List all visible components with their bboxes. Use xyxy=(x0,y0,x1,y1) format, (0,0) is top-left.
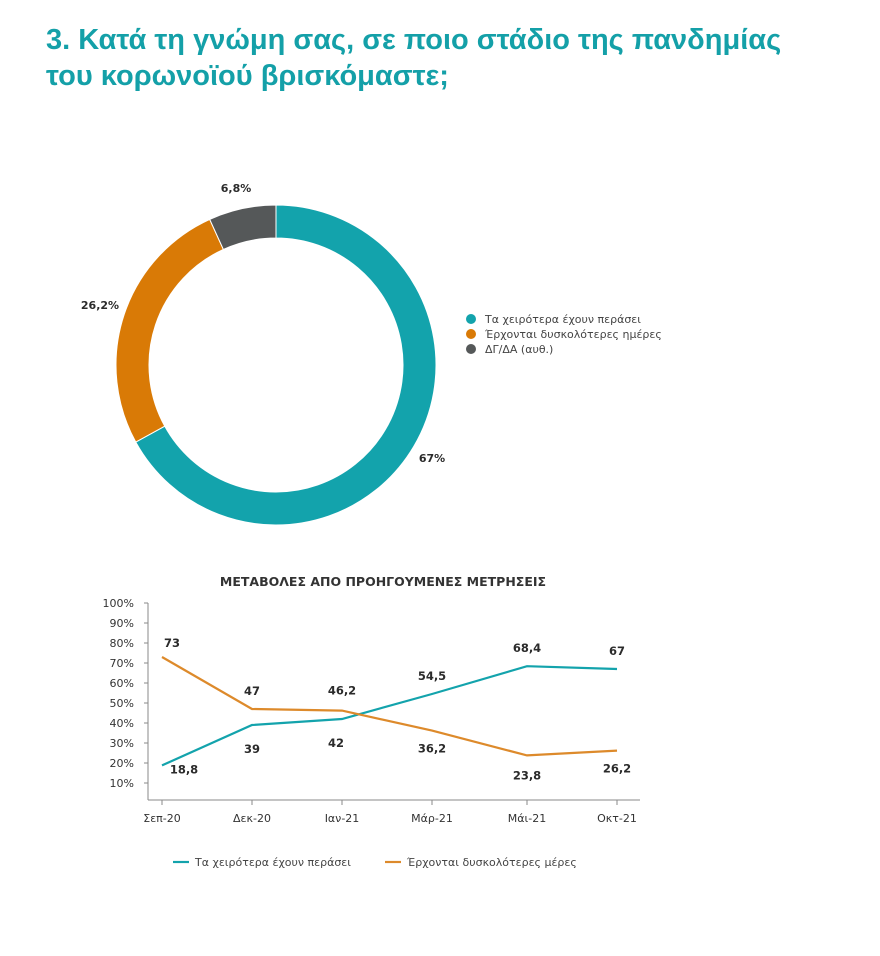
series-line-1 xyxy=(161,665,618,767)
series-1-data-label: 67 xyxy=(609,644,625,658)
x-tick-label: Οκτ-21 xyxy=(597,812,637,825)
series-2-data-label: 23,8 xyxy=(513,768,541,782)
y-tick-label: 20% xyxy=(110,757,134,770)
series-1-data-label: 42 xyxy=(328,736,344,750)
donut-slice-label-3: 6,8% xyxy=(221,182,252,195)
y-tick-label: 100% xyxy=(103,597,134,610)
donut-slice-label-2: 26,2% xyxy=(81,299,119,312)
legend-marker-1 xyxy=(466,314,476,324)
x-tick-label: Σεπ-20 xyxy=(143,812,181,825)
legend-marker-2 xyxy=(466,329,476,339)
y-tick-label: 60% xyxy=(110,677,134,690)
legend-label-1: Τα χειρότερα έχουν περάσει xyxy=(484,313,641,326)
page-title-line-2: του κορωνοϊού βρισκόμαστε; xyxy=(46,60,449,92)
line-chart-title: ΜΕΤΑΒΟΛΕΣ ΑΠΟ ΠΡΟΗΓΟΥΜΕΝΕΣ ΜΕΤΡΗΣΕΙΣ xyxy=(220,574,546,589)
series-2-data-label: 46,2 xyxy=(328,684,356,698)
series-2-data-label: 73 xyxy=(164,636,180,650)
y-tick-label: 90% xyxy=(110,617,134,630)
donut-slice-1 xyxy=(135,204,437,526)
legend-label-2: Έρχονται δυσκολότερες ημέρες xyxy=(484,328,662,341)
series-2-data-label: 36,2 xyxy=(418,742,446,756)
page-title-line-1: 3. Κατά τη γνώμη σας, σε ποιο στάδιο της… xyxy=(46,24,782,56)
legend-marker-3 xyxy=(466,344,476,354)
series-1-data-label: 39 xyxy=(244,742,260,756)
series-1-data-label: 54,5 xyxy=(418,669,446,683)
y-tick-label: 80% xyxy=(110,637,134,650)
x-tick-label: Δεκ-20 xyxy=(233,812,271,825)
page-title: 3. Κατά τη γνώμη σας, σε ποιο στάδιο της… xyxy=(46,22,846,94)
x-tick-label: Μάρ-21 xyxy=(411,812,453,825)
series-1-data-label: 68,4 xyxy=(513,641,541,655)
donut-chart: 67% 26,2% 6,8% Τα χειρότερα έχουν περάσει Έρ… xyxy=(81,182,662,526)
series-2-data-label: 47 xyxy=(244,684,260,698)
line-legend-label-2: Έρχονται δυσκολότερες μέρες xyxy=(406,856,577,869)
y-tick-label: 40% xyxy=(110,717,134,730)
y-tick-label: 50% xyxy=(110,697,134,710)
x-tick-label: Μάι-21 xyxy=(508,812,546,825)
series-1-data-label: 18,8 xyxy=(170,762,198,776)
line-legend-label-1: Τα χειρότερα έχουν περάσει xyxy=(194,856,351,869)
series-2-data-label: 26,2 xyxy=(603,762,631,776)
x-tick-label: Ιαν-21 xyxy=(325,812,360,825)
y-tick-label: 30% xyxy=(110,737,134,750)
donut-slice-3 xyxy=(209,204,277,251)
y-tick-label: 10% xyxy=(110,777,134,790)
y-tick-label: 70% xyxy=(110,657,134,670)
legend-label-3: ΔΓ/ΔΑ (αυθ.) xyxy=(485,343,553,356)
donut-slice-label-1: 67% xyxy=(419,452,445,465)
series-line-2 xyxy=(161,656,618,757)
